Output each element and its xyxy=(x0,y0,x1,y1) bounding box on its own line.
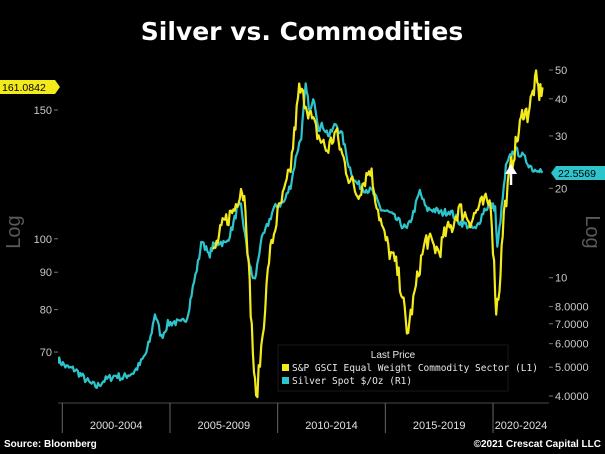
legend: Last Price S&P GSCI Equal Weight Commodi… xyxy=(277,344,538,392)
last-value-tag-right: 22.5569 xyxy=(551,166,605,180)
legend-label-commodity: S&P GSCI Equal Weight Commodity Sector (… xyxy=(292,363,538,374)
left-tick-label: 150 xyxy=(34,105,52,117)
left-tick-label: 90 xyxy=(40,267,52,279)
right-tick-label: 6.0000 xyxy=(555,339,589,351)
right-tick-label: 50 xyxy=(555,65,567,77)
left-axis: 150 100 90 80 70 xyxy=(34,105,58,359)
right-tick-label: 30 xyxy=(555,131,567,143)
right-axis: 50 40 30 20 10 8.0000 7.0000 6.0000 5.0000 4.0000 xyxy=(549,65,589,403)
right-tick-label: 20 xyxy=(555,183,567,195)
last-value-tag-left: 161.0842 xyxy=(0,80,60,94)
x-tick-label: 2000-2004 xyxy=(90,420,143,432)
chart-title: Silver vs. Commodities xyxy=(141,17,463,46)
left-tick-label: 80 xyxy=(40,305,52,317)
legend-title: Last Price xyxy=(371,350,416,361)
source-note: Source: Bloomberg xyxy=(4,439,97,450)
left-axis-label: Log xyxy=(3,215,25,248)
right-tick-label: 40 xyxy=(555,94,567,106)
copyright-note: ©2021 Crescat Capital LLC xyxy=(474,439,601,450)
x-tick-label: 2010-2014 xyxy=(305,420,358,432)
right-tick-label: 4.0000 xyxy=(555,391,589,403)
last-value-right: 22.5569 xyxy=(558,168,596,180)
x-tick-label: 2015-2019 xyxy=(413,420,466,432)
legend-swatch-commodity xyxy=(282,364,289,371)
legend-swatch-silver xyxy=(282,377,289,384)
right-tick-label: 8.0000 xyxy=(555,302,589,314)
right-tick-label: 5.0000 xyxy=(555,362,589,374)
left-tick-label: 70 xyxy=(40,347,52,359)
series-line-commodity xyxy=(212,69,544,399)
right-tick-label: 10 xyxy=(555,273,567,285)
x-tick-label: 2020-2024 xyxy=(495,420,548,432)
left-tick-label: 100 xyxy=(34,234,52,246)
right-axis-label: Log xyxy=(581,215,603,248)
x-axis: 2000-2004 2005-2009 2010-2014 2015-2019 2020… xyxy=(61,403,548,433)
right-tick-label: 7.0000 xyxy=(555,319,589,331)
last-value-left: 161.0842 xyxy=(2,82,46,94)
series-line-silver xyxy=(58,82,544,389)
legend-box xyxy=(277,344,509,392)
x-tick-label: 2005-2009 xyxy=(198,420,251,432)
up-arrow-icon xyxy=(505,164,517,185)
legend-label-silver: Silver Spot $/Oz (R1) xyxy=(292,376,412,387)
plot-area xyxy=(58,69,549,404)
series-layer xyxy=(58,69,544,399)
